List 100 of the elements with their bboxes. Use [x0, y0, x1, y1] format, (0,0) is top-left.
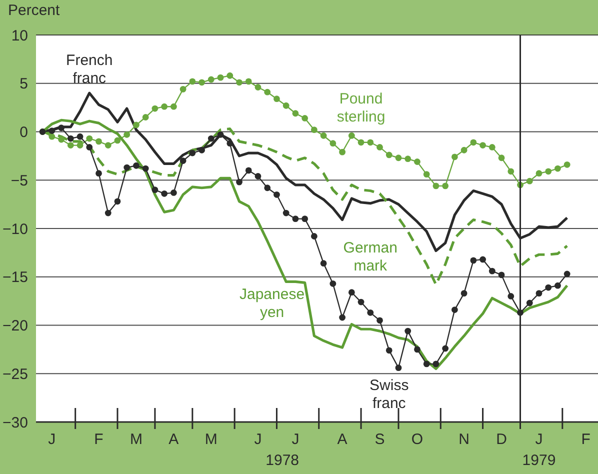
point — [526, 300, 533, 306]
x-tick-label: D — [496, 431, 508, 448]
point — [302, 115, 308, 122]
point — [86, 135, 93, 142]
point — [76, 133, 84, 140]
point — [442, 345, 449, 352]
point — [208, 76, 214, 83]
point — [142, 165, 149, 172]
y-tick-label: 5 — [20, 76, 28, 93]
x-tick-label: J — [535, 431, 543, 448]
point — [208, 135, 214, 142]
point — [264, 184, 271, 192]
point — [404, 156, 412, 162]
point — [320, 132, 327, 139]
x-tick-label: M — [130, 431, 142, 448]
point — [58, 124, 64, 132]
y-tick-label: −20 — [2, 318, 28, 335]
x-tick-label: F — [94, 431, 104, 448]
x-tick-label: O — [411, 431, 424, 448]
x-tick-label: J — [254, 431, 262, 448]
point — [170, 103, 177, 110]
point — [114, 198, 121, 205]
point — [376, 317, 383, 324]
point — [470, 139, 477, 146]
point — [414, 158, 420, 165]
point — [442, 182, 449, 190]
point — [310, 233, 318, 240]
point — [488, 144, 496, 150]
point — [198, 146, 205, 154]
point — [330, 140, 336, 147]
x-tick-label: J — [292, 431, 300, 448]
point — [386, 347, 392, 354]
series-label: Swiss franc — [370, 376, 409, 412]
point — [48, 133, 56, 140]
y-axis-title: Percent — [8, 2, 60, 19]
point — [480, 142, 486, 148]
point — [536, 170, 542, 177]
point — [86, 144, 93, 150]
point — [264, 88, 271, 96]
point — [189, 150, 196, 156]
point — [339, 148, 346, 156]
point — [282, 210, 290, 216]
point — [96, 170, 102, 177]
point — [67, 135, 74, 142]
point — [302, 216, 308, 222]
point — [367, 139, 374, 146]
point — [358, 298, 364, 306]
point — [376, 144, 383, 150]
point — [254, 173, 262, 180]
point — [451, 154, 458, 160]
y-tick-label: 10 — [11, 27, 28, 44]
point — [245, 167, 252, 174]
y-tick-label: −15 — [2, 269, 28, 286]
series-label: German mark — [343, 240, 398, 275]
point — [282, 102, 290, 109]
series-label: French franc — [66, 52, 113, 87]
series-label: Japanese yen — [240, 286, 305, 322]
point — [180, 158, 186, 164]
point — [404, 328, 412, 334]
point — [423, 171, 430, 178]
point — [274, 96, 280, 102]
point — [226, 72, 234, 79]
point — [414, 346, 420, 353]
x-tick-label: A — [337, 431, 348, 448]
point — [152, 105, 158, 112]
point — [554, 282, 561, 289]
x-tick-label: S — [374, 431, 385, 448]
point — [48, 128, 56, 134]
point — [114, 137, 121, 144]
point — [274, 191, 280, 198]
point — [564, 161, 570, 168]
point — [320, 260, 327, 267]
point — [161, 103, 168, 110]
point — [432, 182, 440, 190]
point — [554, 165, 561, 172]
point — [545, 168, 552, 175]
point — [217, 74, 224, 81]
point — [76, 142, 84, 148]
point — [348, 289, 355, 296]
y-tick-label: −5 — [10, 172, 28, 190]
point — [67, 142, 74, 148]
point — [170, 190, 177, 196]
point — [508, 293, 514, 300]
point — [508, 168, 514, 175]
y-tick-label: 0 — [20, 124, 28, 142]
point — [348, 132, 355, 139]
y-tick-label: −30 — [2, 414, 28, 432]
point — [498, 272, 505, 278]
x-tick-label: N — [458, 431, 470, 448]
point — [104, 142, 112, 148]
point — [498, 154, 505, 162]
point — [180, 86, 186, 92]
point — [217, 131, 224, 138]
x-tick-label: A — [168, 431, 179, 448]
point — [236, 178, 242, 186]
point — [133, 122, 140, 128]
point — [432, 360, 440, 368]
point — [358, 139, 364, 146]
point — [395, 364, 402, 372]
point — [58, 136, 64, 143]
